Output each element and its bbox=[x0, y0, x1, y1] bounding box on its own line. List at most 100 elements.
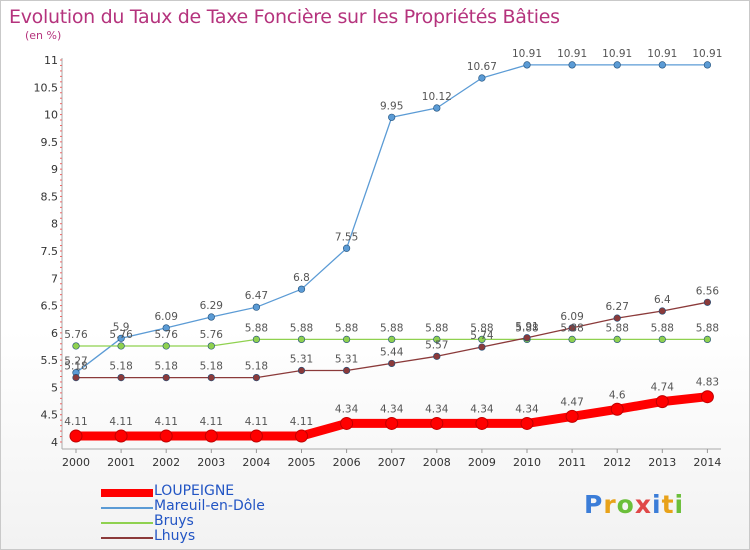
y-tick-label: 8 bbox=[51, 218, 58, 231]
data-label: 5.88 bbox=[245, 322, 268, 334]
data-point bbox=[703, 298, 712, 306]
data-label: 5.18 bbox=[155, 361, 178, 373]
data-point bbox=[117, 374, 125, 382]
data-point bbox=[117, 334, 125, 342]
data-point bbox=[297, 285, 306, 293]
data-point bbox=[613, 61, 621, 69]
data-label: 5.31 bbox=[335, 354, 358, 366]
data-point bbox=[433, 352, 441, 360]
x-tick-label: 2008 bbox=[423, 456, 451, 469]
data-label: 4.47 bbox=[560, 396, 583, 408]
data-label: 6.56 bbox=[696, 285, 720, 297]
data-label: 5.88 bbox=[335, 322, 358, 334]
x-tick-label: 2007 bbox=[378, 456, 406, 469]
x-tick-label: 2000 bbox=[62, 456, 90, 469]
proxiti-logo: Proxiti bbox=[584, 490, 685, 519]
data-labels: 4.11 4.11 4.11 4.11 4.11 4.11 4.34 4.34 4.34 4.34… bbox=[64, 48, 722, 428]
chart-title: Evolution du Taux de Taxe Foncière sur l… bbox=[9, 6, 560, 28]
legend-label: Bruys bbox=[154, 513, 194, 529]
y-tick-label: 7.5 bbox=[41, 245, 59, 258]
y-tick-label: 8.5 bbox=[41, 190, 59, 203]
y-tick-label: 4 bbox=[51, 436, 58, 449]
data-label: 5.88 bbox=[560, 322, 583, 334]
legend-swatch bbox=[101, 489, 153, 497]
y-tick-label: 11 bbox=[44, 54, 58, 67]
data-point bbox=[613, 314, 621, 322]
data-point bbox=[162, 324, 170, 332]
data-point bbox=[252, 374, 260, 382]
data-point bbox=[658, 335, 666, 344]
data-label: 5.9 bbox=[113, 321, 130, 333]
data-label: 10.91 bbox=[602, 48, 632, 60]
legend-label: Lhuys bbox=[154, 528, 196, 544]
data-label: 5.88 bbox=[425, 322, 448, 334]
data-label: 6.47 bbox=[245, 290, 268, 302]
data-point bbox=[252, 303, 260, 311]
data-point bbox=[343, 366, 351, 375]
data-point bbox=[297, 366, 306, 375]
data-point bbox=[568, 324, 576, 332]
data-label: 6.29 bbox=[200, 300, 223, 312]
data-point bbox=[523, 61, 531, 69]
x-tick-label: 2005 bbox=[288, 456, 316, 469]
data-point bbox=[655, 395, 669, 409]
data-label: 4.11 bbox=[200, 416, 223, 428]
data-label: 10.91 bbox=[647, 48, 677, 60]
x-tick-label: 2002 bbox=[152, 456, 180, 469]
data-label: 5.88 bbox=[651, 322, 674, 334]
legend-swatch bbox=[101, 507, 153, 509]
x-tick-label: 2006 bbox=[333, 456, 361, 469]
legend-swatch bbox=[101, 537, 153, 539]
data-point bbox=[433, 335, 441, 344]
data-label: 10.67 bbox=[467, 61, 497, 73]
data-label: 4.6 bbox=[609, 389, 626, 401]
data-point bbox=[72, 374, 80, 382]
data-point bbox=[568, 61, 576, 69]
y-tick-label: 6.5 bbox=[41, 300, 59, 313]
data-label: 4.11 bbox=[109, 416, 132, 428]
data-point bbox=[523, 334, 531, 342]
data-point bbox=[478, 343, 486, 351]
data-label: 5.76 bbox=[64, 329, 88, 341]
data-point bbox=[385, 416, 399, 430]
data-point bbox=[703, 335, 712, 344]
data-label: 4.74 bbox=[651, 382, 675, 394]
data-point bbox=[703, 61, 712, 69]
data-label: 5.31 bbox=[290, 354, 313, 366]
data-point bbox=[475, 416, 489, 430]
legend-label: LOUPEIGNE bbox=[154, 483, 235, 499]
data-point bbox=[72, 342, 80, 350]
data-label: 5.76 bbox=[155, 329, 179, 341]
data-point bbox=[297, 335, 306, 344]
axes: 4 4.5 5 5.5 6 6.5 7 7.5 8 8.5 9 9.5 10 10.5 11 2000 2001… bbox=[34, 54, 722, 469]
data-label: 5.44 bbox=[380, 346, 404, 358]
x-tick-label: 2003 bbox=[197, 456, 225, 469]
data-point bbox=[568, 335, 576, 344]
data-point bbox=[478, 335, 486, 344]
data-label: 5.88 bbox=[696, 322, 719, 334]
legend-swatch bbox=[101, 522, 153, 524]
data-point bbox=[658, 307, 666, 315]
data-label: 4.34 bbox=[425, 403, 449, 415]
y-tick-label: 5.5 bbox=[41, 354, 59, 367]
data-label: 5.57 bbox=[425, 339, 448, 351]
x-tick-label: 2011 bbox=[558, 456, 586, 469]
data-point bbox=[295, 429, 308, 443]
unit-label: (en %) bbox=[25, 29, 62, 42]
data-label: 5.18 bbox=[109, 361, 132, 373]
data-point bbox=[162, 342, 170, 350]
data-point bbox=[162, 374, 170, 382]
data-label: 6.8 bbox=[293, 272, 310, 284]
data-point bbox=[343, 244, 351, 252]
data-point bbox=[159, 429, 173, 443]
data-point bbox=[117, 342, 125, 350]
data-label: 4.11 bbox=[290, 416, 313, 428]
data-point bbox=[610, 402, 624, 416]
data-point bbox=[340, 416, 354, 430]
data-label: 5.18 bbox=[245, 361, 268, 373]
data-label: 5.27 bbox=[64, 356, 87, 368]
data-label: 10.91 bbox=[692, 48, 722, 60]
data-label: 10.91 bbox=[512, 48, 542, 60]
data-point bbox=[252, 335, 260, 344]
